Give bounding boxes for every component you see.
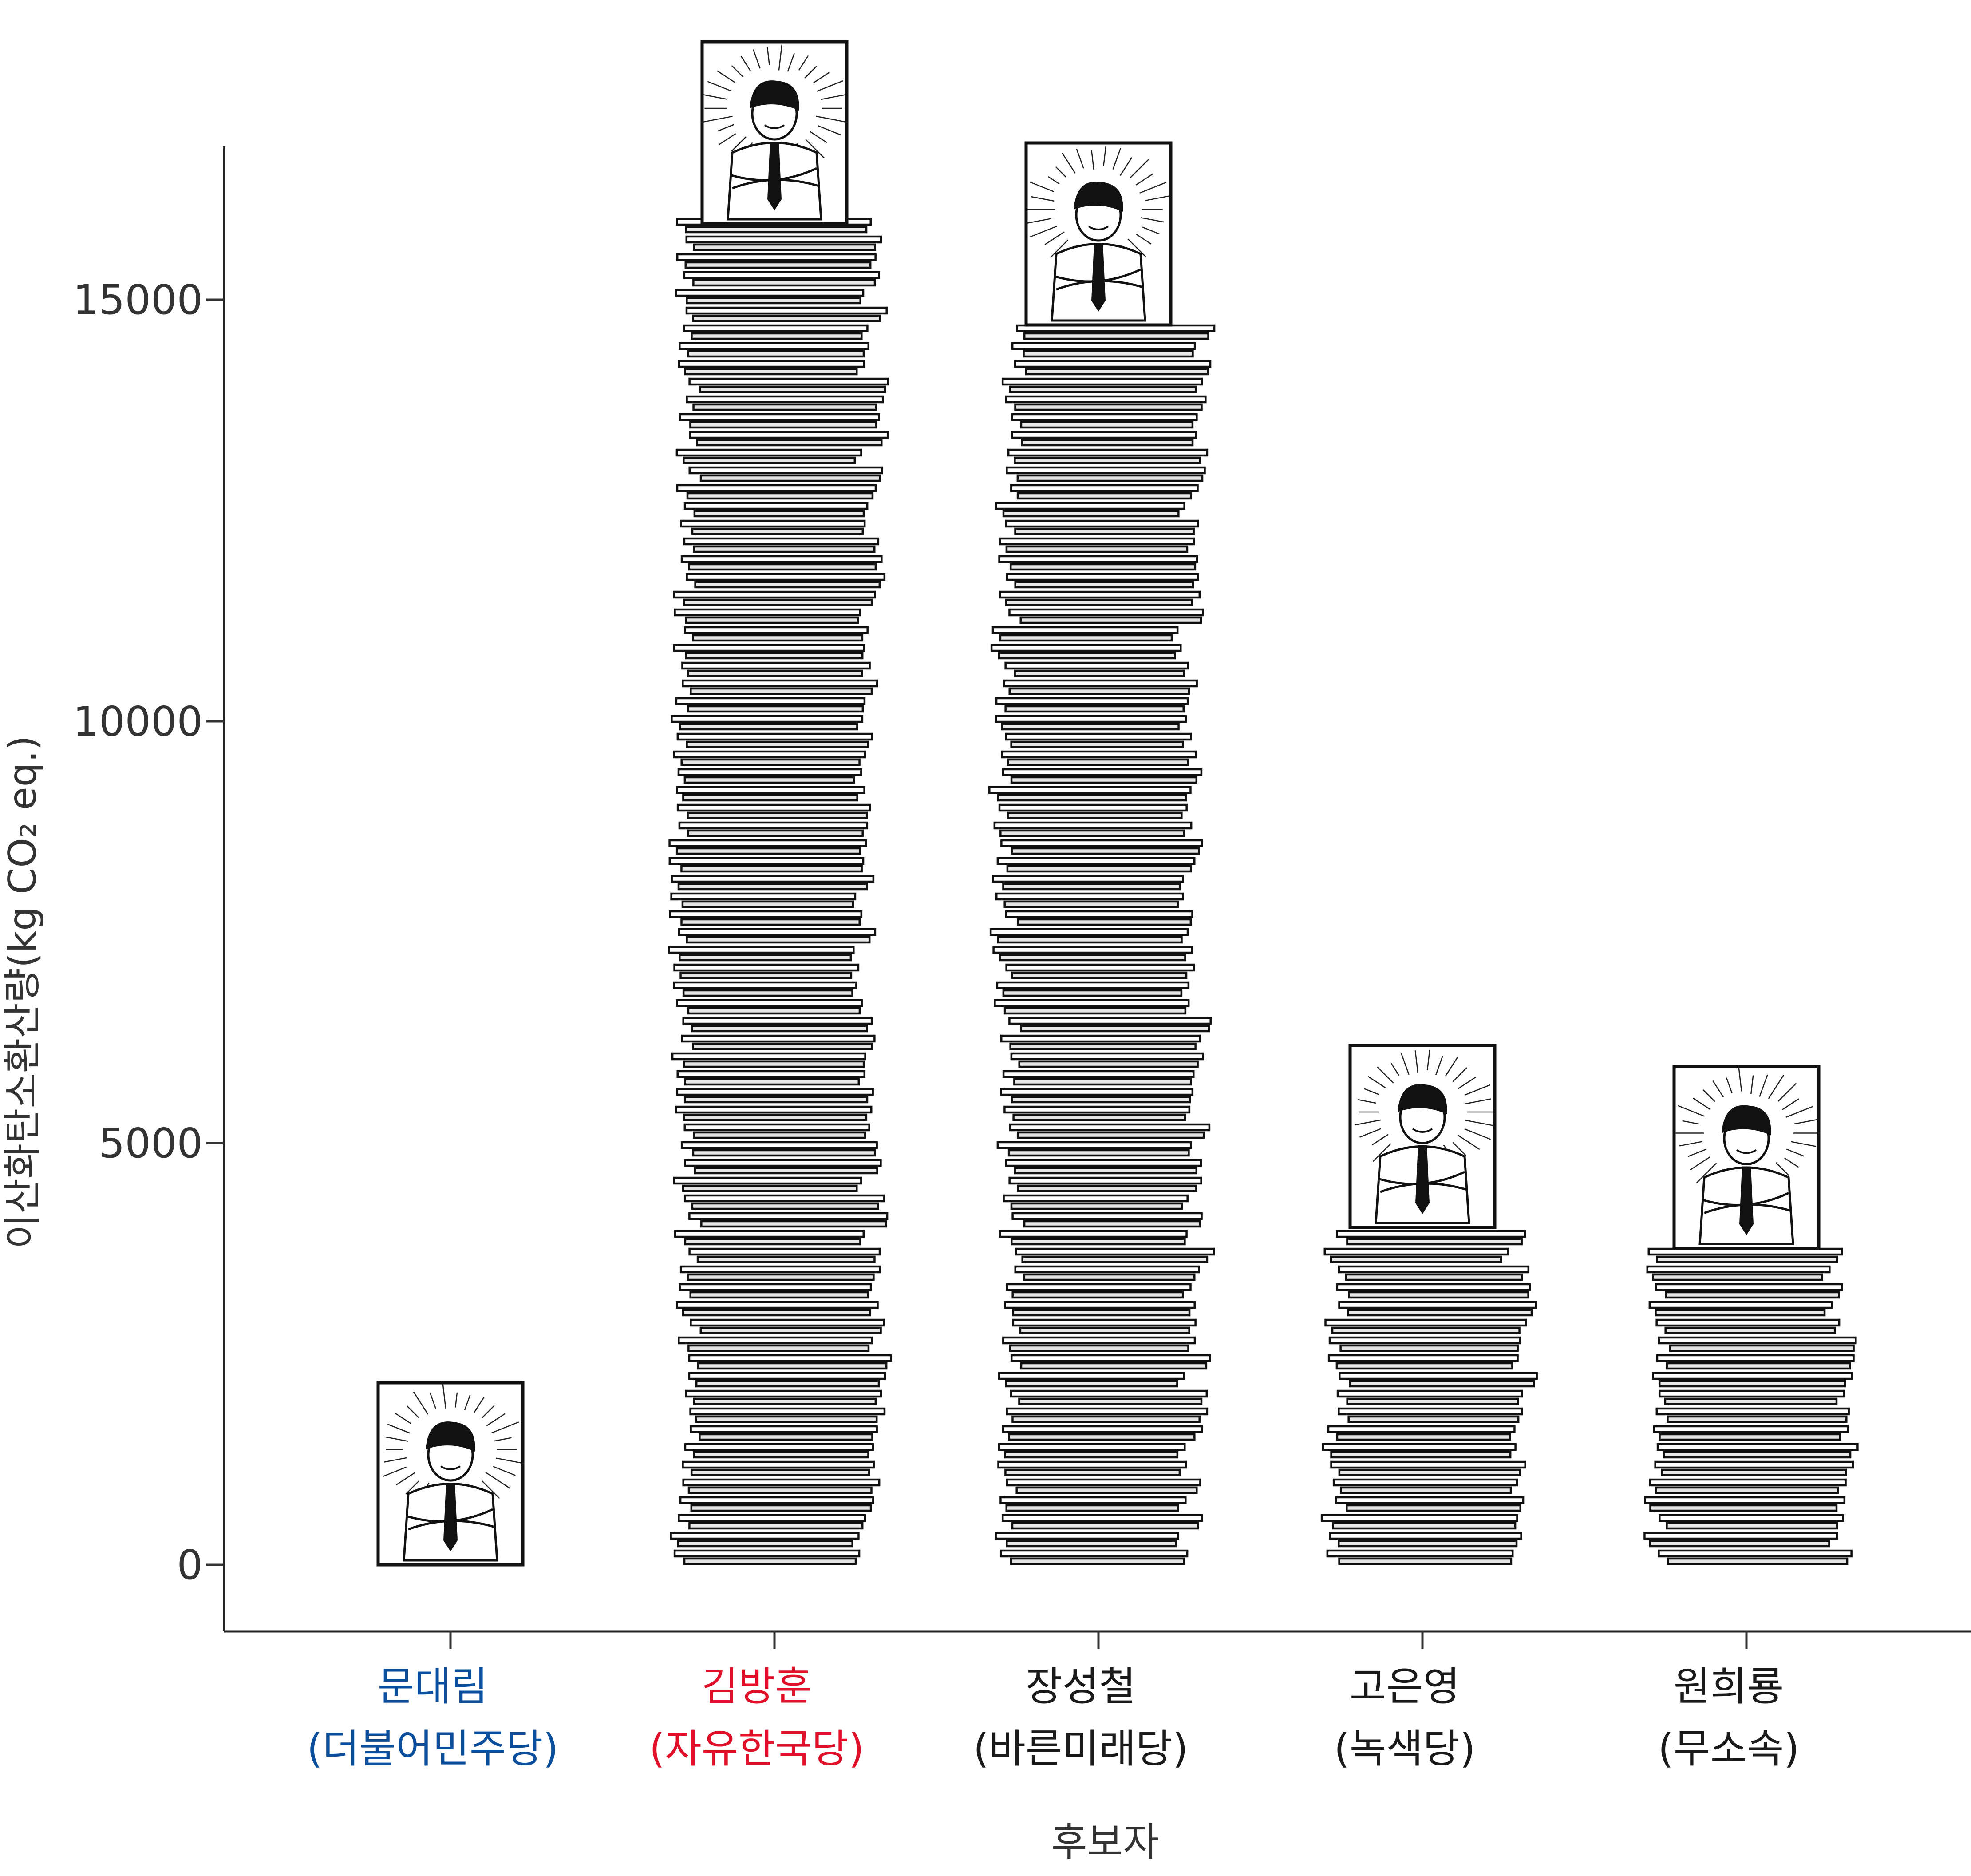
category-party-label: (녹색당) bbox=[1334, 1726, 1476, 1772]
y-tick-label: 5000 bbox=[99, 1120, 203, 1167]
paper-stack bbox=[988, 324, 1216, 1565]
x-axis bbox=[224, 1630, 1971, 1649]
category-name-label: 원희룡 bbox=[1674, 1663, 1784, 1710]
paper-stack bbox=[1320, 1230, 1538, 1565]
bar bbox=[1643, 1065, 1859, 1565]
bar bbox=[1320, 1044, 1538, 1565]
category-party-label: (더불어민주당) bbox=[307, 1726, 558, 1772]
bar bbox=[988, 141, 1216, 1565]
y-tick-label: 10000 bbox=[73, 698, 203, 745]
candidate-portrait bbox=[1672, 1065, 1821, 1250]
bar bbox=[376, 1381, 525, 1567]
category-party-label: (무소속) bbox=[1658, 1726, 1800, 1772]
category-labels: 문대림 (더불어민주당) 김방훈 (자유한국당) 장성철 (바른미래당) 고은영 (녹색당) 원… bbox=[307, 1663, 1799, 1772]
category-party-label: (자유한국당) bbox=[649, 1726, 864, 1772]
candidate-portrait bbox=[700, 40, 849, 226]
category-name-label: 문대림 bbox=[378, 1663, 488, 1710]
candidate-portrait bbox=[1348, 1044, 1497, 1229]
x-axis-title: 후보자 bbox=[1051, 1819, 1159, 1865]
bar bbox=[668, 40, 893, 1565]
paper-stack bbox=[668, 218, 893, 1565]
category-name-label: 김방훈 bbox=[702, 1663, 812, 1710]
y-tick-label: 0 bbox=[177, 1541, 203, 1589]
category-name-label: 고은영 bbox=[1350, 1663, 1460, 1710]
category-name-label: 장성철 bbox=[1026, 1663, 1136, 1710]
bars bbox=[376, 40, 1859, 1567]
candidate-portrait bbox=[1024, 141, 1173, 327]
y-axis-title: 이산화탄소환산량(kg CO₂ eq.) bbox=[0, 736, 45, 1249]
candidate-portrait bbox=[376, 1381, 525, 1567]
category-party-label: (바른미래당) bbox=[973, 1726, 1188, 1772]
paper-stack bbox=[1643, 1247, 1859, 1565]
y-tick-label: 15000 bbox=[73, 276, 203, 324]
y-axis: 0 5000 10000 15000 bbox=[73, 146, 225, 1631]
